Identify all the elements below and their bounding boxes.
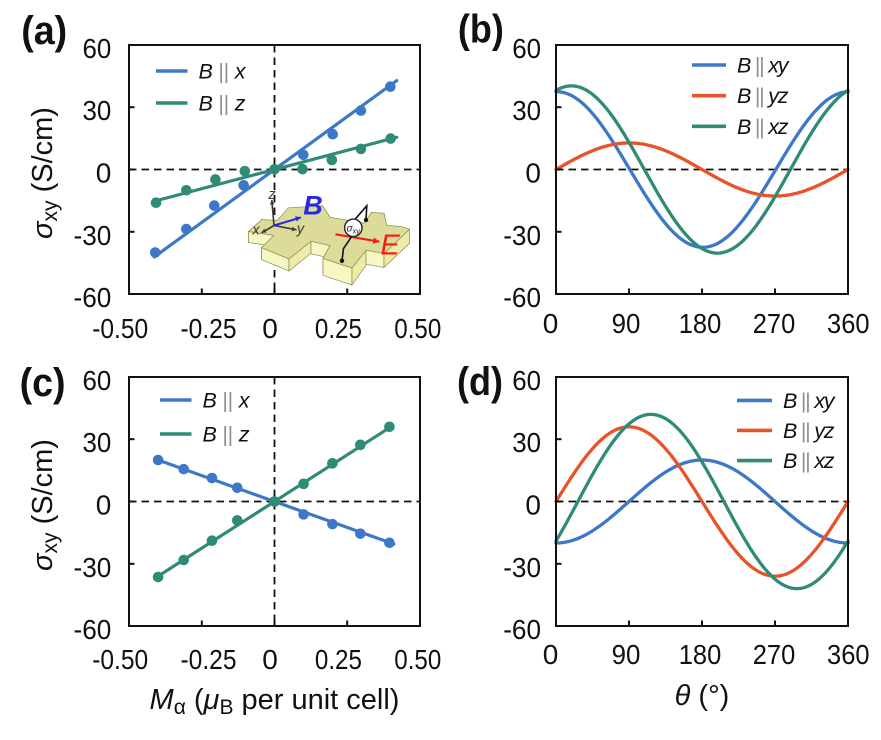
svg-text:σxy (S/cm): σxy (S/cm) (27, 107, 62, 239)
svg-text:z: z (267, 187, 276, 203)
svg-text:0: 0 (96, 490, 112, 521)
svg-text:E: E (380, 230, 400, 262)
svg-text:-30: -30 (503, 552, 541, 583)
svg-text:-60: -60 (503, 282, 541, 313)
svg-text:-60: -60 (74, 282, 112, 313)
svg-text:-0.25: -0.25 (181, 313, 237, 344)
svg-text:0: 0 (525, 158, 541, 189)
svg-text:B || xz: B || xz (737, 115, 789, 139)
svg-text:B || xy: B || xy (737, 54, 790, 78)
svg-text:0: 0 (262, 644, 278, 675)
svg-text:σxy (S/cm): σxy (S/cm) (27, 439, 62, 571)
svg-text:B || x: B || x (199, 60, 247, 84)
svg-text:B || x: B || x (203, 389, 251, 413)
svg-text:0.50: 0.50 (394, 313, 441, 344)
svg-text:-0.50: -0.50 (92, 644, 148, 675)
svg-text:270: 270 (753, 308, 796, 339)
svg-text:B || xz: B || xz (783, 449, 835, 473)
svg-text:(c): (c) (20, 361, 66, 405)
svg-text:(b): (b) (458, 7, 504, 51)
svg-text:x: x (251, 223, 260, 239)
svg-text:0.25: 0.25 (315, 644, 362, 675)
svg-text:360: 360 (827, 308, 870, 339)
svg-text:180: 180 (679, 639, 722, 670)
svg-text:-60: -60 (74, 614, 112, 645)
svg-text:0: 0 (543, 308, 559, 339)
svg-text:0: 0 (525, 490, 541, 521)
svg-text:90: 90 (612, 308, 641, 339)
svg-text:(a): (a) (21, 9, 67, 53)
svg-text:B || yz: B || yz (737, 84, 789, 108)
svg-text:360: 360 (827, 639, 870, 670)
svg-text:30: 30 (512, 95, 541, 126)
svg-text:y: y (296, 222, 305, 238)
svg-text:θ (°): θ (°) (675, 680, 730, 712)
svg-text:B: B (303, 190, 323, 220)
svg-text:(d): (d) (457, 360, 503, 404)
svg-text:-30: -30 (74, 220, 112, 251)
svg-text:0.50: 0.50 (394, 644, 441, 675)
svg-text:60: 60 (83, 365, 112, 396)
svg-text:-0.25: -0.25 (181, 644, 237, 675)
svg-text:60: 60 (512, 33, 541, 64)
svg-text:σxy: σxy (347, 223, 361, 235)
svg-text:180: 180 (679, 308, 722, 339)
svg-text:60: 60 (512, 365, 541, 396)
svg-text:0: 0 (96, 158, 112, 189)
svg-text:B || xy: B || xy (783, 389, 836, 413)
svg-text:0.25: 0.25 (315, 313, 362, 344)
svg-text:30: 30 (83, 95, 112, 126)
svg-text:Mα (μB per unit cell): Mα (μB per unit cell) (150, 684, 400, 719)
svg-text:90: 90 (612, 639, 641, 670)
svg-text:B || yz: B || yz (783, 419, 835, 443)
svg-text:30: 30 (512, 427, 541, 458)
svg-text:-30: -30 (503, 220, 541, 251)
svg-text:270: 270 (753, 639, 796, 670)
svg-text:B || z: B || z (199, 92, 246, 116)
svg-text:30: 30 (83, 427, 112, 458)
svg-text:-0.50: -0.50 (92, 313, 148, 344)
svg-text:0: 0 (262, 313, 278, 344)
svg-text:0: 0 (543, 639, 559, 670)
svg-text:B || z: B || z (203, 423, 250, 447)
svg-text:-30: -30 (74, 552, 112, 583)
svg-text:-60: -60 (503, 614, 541, 645)
svg-text:60: 60 (83, 33, 112, 64)
